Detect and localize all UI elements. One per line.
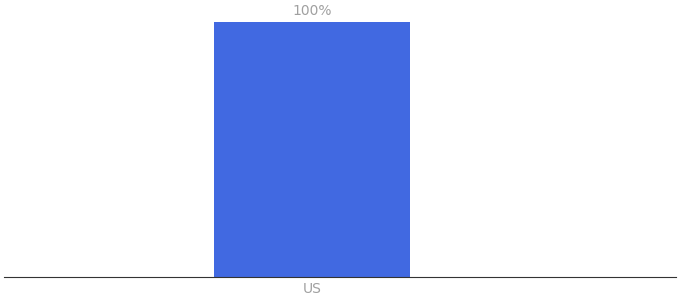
Text: 100%: 100% bbox=[292, 4, 332, 18]
Bar bbox=[214, 22, 410, 277]
